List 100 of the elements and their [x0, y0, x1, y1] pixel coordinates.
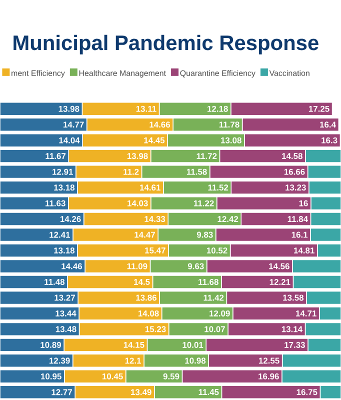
bar: [84, 259, 151, 274]
data-label: 14.77: [63, 122, 84, 128]
data-label: 13.18: [54, 184, 75, 191]
data-label: 14.15: [124, 342, 144, 348]
data-label: 16.4: [320, 122, 336, 128]
data-label: 17.33: [284, 342, 305, 348]
data-label: 14.5: [134, 279, 150, 285]
data-label: 11.52: [208, 184, 228, 191]
data-label: 11.58: [186, 168, 207, 175]
data-label: 11.2: [124, 168, 139, 175]
bar: [72, 354, 144, 368]
data-label: 14.04: [59, 137, 80, 144]
data-label: 12.41: [50, 232, 70, 238]
bar: [0, 133, 83, 148]
data-label: 14.66: [150, 122, 170, 128]
data-label: 10.45: [102, 373, 123, 380]
data-label: 12.09: [210, 310, 230, 316]
bar: [206, 259, 293, 274]
bar: [0, 322, 80, 336]
data-label: 13.49: [131, 389, 152, 396]
bar: [78, 322, 170, 336]
data-label: 12.77: [52, 389, 72, 396]
data-label: 13.58: [283, 294, 304, 301]
data-label: 12.21: [270, 279, 290, 285]
data-label: 12.55: [258, 358, 280, 364]
data-label: 13.27: [54, 294, 75, 301]
bar: [0, 290, 78, 305]
data-label: 11.45: [198, 389, 219, 396]
data-label: 11.78: [219, 122, 240, 128]
data-label: 16.1: [292, 232, 308, 238]
data-label: 16.75: [296, 389, 318, 396]
bar: [76, 164, 142, 179]
bar: [0, 196, 69, 210]
data-label: 9.83: [196, 232, 213, 238]
data-label: 10.98: [185, 358, 206, 364]
data-label: 11.63: [45, 200, 66, 206]
data-label: 14.08: [138, 310, 159, 316]
data-label: 10.95: [41, 373, 62, 380]
bar: [167, 133, 245, 148]
data-label: 14.45: [144, 137, 165, 144]
data-label: 14.46: [62, 263, 82, 270]
bar: [82, 133, 168, 148]
data-label: 12.42: [218, 216, 238, 222]
data-label: 10.52: [206, 248, 228, 254]
data-label: 13.23: [286, 184, 306, 191]
bar: [244, 133, 341, 148]
data-label: 9.63: [188, 263, 204, 270]
data-label: 16.3: [322, 137, 338, 144]
bar: [208, 354, 283, 368]
data-label: 15.47: [145, 248, 166, 254]
data-label: 10.07: [204, 326, 225, 332]
bar: [141, 164, 210, 179]
data-label: 14.61: [140, 184, 160, 191]
data-label: 11.84: [288, 216, 308, 222]
data-label: 13.98: [127, 153, 148, 160]
data-label: 11.48: [44, 278, 65, 285]
data-label: 16.66: [284, 168, 305, 175]
data-label: 14.03: [128, 200, 148, 206]
data-label: 11.68: [198, 278, 218, 285]
bar: [0, 164, 76, 179]
data-label: 14.26: [60, 216, 81, 222]
data-label: 13.44: [56, 310, 76, 316]
data-label: 13.08: [221, 137, 242, 144]
data-label: 14.33: [144, 216, 166, 222]
data-label: 13.48: [56, 326, 76, 332]
data-label: 11.22: [194, 200, 214, 206]
data-label: 14.58: [282, 153, 302, 160]
data-label: 9.59: [163, 373, 180, 380]
data-label: 15.23: [145, 326, 166, 332]
data-label: 14.81: [294, 248, 314, 254]
bar: [68, 196, 152, 210]
data-label: 17.25: [308, 106, 330, 112]
data-label: 13.18: [54, 248, 75, 254]
bar: [216, 196, 312, 210]
data-label: 10.01: [182, 342, 204, 348]
data-label: 12.1: [125, 358, 142, 364]
data-label: 13.98: [58, 106, 80, 112]
bar: [228, 322, 306, 336]
bar: [150, 196, 218, 210]
data-label: 16.96: [258, 373, 279, 380]
data-label: 11.09: [127, 263, 148, 270]
data-label: 12.39: [49, 358, 70, 364]
data-label: 10.89: [40, 342, 62, 348]
bar: [72, 228, 158, 242]
data-label: 12.18: [208, 106, 228, 112]
data-label: 14.71: [296, 310, 316, 316]
bar: [215, 228, 311, 242]
data-label: 11.42: [204, 294, 224, 301]
data-label: 13.11: [136, 106, 156, 112]
data-label: 11.72: [196, 153, 217, 160]
bar: [78, 290, 160, 305]
bar: [226, 290, 307, 305]
data-label: 14.47: [134, 232, 155, 238]
data-label: 13.86: [136, 294, 157, 301]
data-label: 16: [299, 200, 308, 206]
data-label: 12.91: [52, 168, 73, 175]
data-label: 13.14: [282, 326, 303, 332]
chart-title: Municipal Pandemic Response: [14, 34, 318, 54]
bar: [0, 259, 86, 274]
bar: [209, 164, 308, 179]
